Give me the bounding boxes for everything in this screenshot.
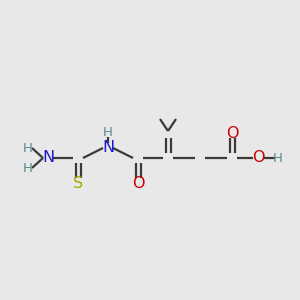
Text: H: H (273, 152, 283, 164)
Text: O: O (226, 125, 238, 140)
Text: H: H (23, 142, 33, 154)
Text: H: H (23, 161, 33, 175)
Text: O: O (252, 151, 264, 166)
Text: N: N (42, 151, 54, 166)
Text: N: N (102, 140, 114, 155)
Text: O: O (132, 176, 144, 190)
Text: H: H (103, 127, 113, 140)
Text: S: S (73, 176, 83, 190)
